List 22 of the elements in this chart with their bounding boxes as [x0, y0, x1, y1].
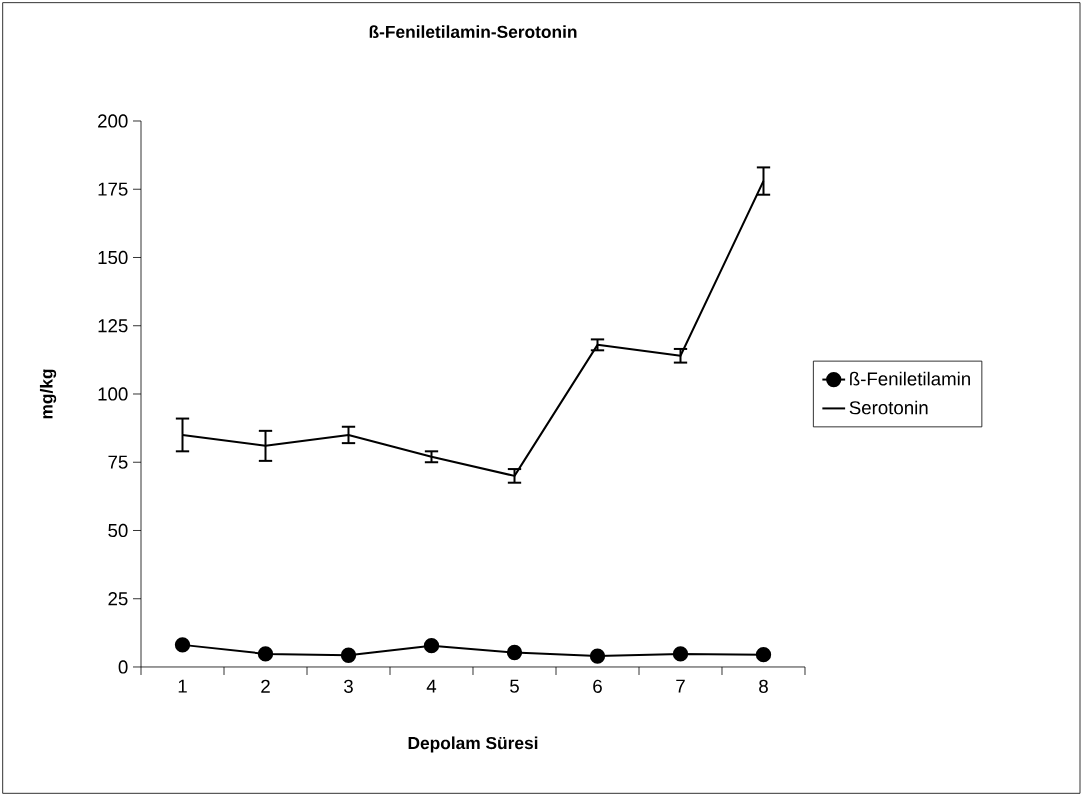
y-tick-label: 25	[108, 592, 128, 606]
y-tick-label: 175	[98, 182, 128, 196]
legend-label: Serotonin	[849, 400, 928, 415]
x-tick-label: 6	[593, 679, 602, 693]
chart-title: ß-Feniletilamin-Serotonin	[369, 25, 577, 38]
x-tick-label: 5	[510, 679, 519, 693]
x-tick-label: 8	[759, 679, 768, 693]
x-tick-label: 4	[426, 679, 437, 693]
y-tick-label: 0	[118, 660, 128, 674]
y-tick-label: 75	[108, 455, 128, 469]
y-tick-label: 50	[108, 523, 128, 538]
legend-label: ß-Feniletilamin	[850, 371, 970, 386]
x-tick-label: 2	[261, 679, 270, 693]
x-tick-label: 7	[676, 679, 685, 693]
x-tick-label: 1	[178, 679, 187, 693]
x-axis-title: Depolam Süresi	[408, 736, 538, 753]
y-tick-label: 125	[98, 319, 128, 333]
x-tick-label: 3	[344, 679, 353, 693]
y-axis-title: mg/kg	[39, 369, 57, 419]
y-tick-label: 200	[98, 114, 128, 128]
y-tick-label: 150	[98, 250, 128, 265]
y-tick-label: 100	[98, 387, 128, 401]
